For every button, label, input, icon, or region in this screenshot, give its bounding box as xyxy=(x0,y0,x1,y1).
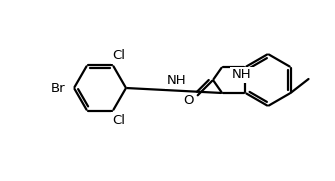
Text: NH: NH xyxy=(167,74,187,87)
Text: NH: NH xyxy=(232,68,252,81)
Text: O: O xyxy=(184,94,194,108)
Text: Cl: Cl xyxy=(113,114,126,127)
Text: Cl: Cl xyxy=(113,49,126,62)
Text: Br: Br xyxy=(51,81,65,94)
